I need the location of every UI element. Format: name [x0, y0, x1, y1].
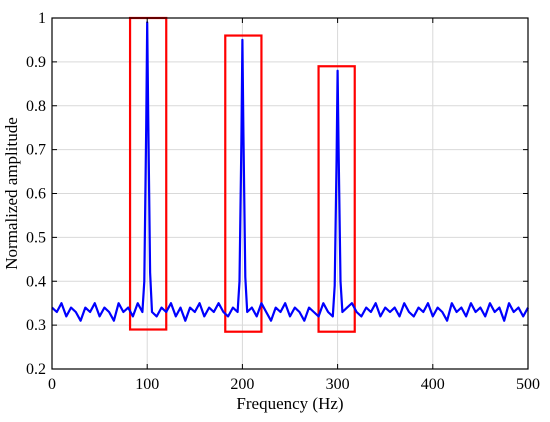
y-tick-label: 0.7	[26, 142, 46, 159]
y-tick-labels: 0.2 0.3 0.4 0.5 0.6 0.7 0.8 0.9 1	[26, 10, 46, 378]
y-tick-label: 0.8	[26, 98, 46, 115]
axis-ticks	[51, 17, 529, 370]
y-tick-label: 0.9	[26, 54, 46, 71]
y-tick-label: 0.2	[26, 361, 46, 378]
x-tick-label: 400	[421, 376, 445, 393]
highlight-box	[317, 65, 356, 333]
y-tick-label: 0.5	[26, 229, 46, 246]
series-group	[51, 21, 529, 322]
x-tick-labels: 0 100 200 300 400 500	[48, 376, 540, 393]
x-tick-label: 500	[516, 376, 540, 393]
y-axis-title: Normalized amplitude	[2, 117, 21, 269]
y-tick-label: 0.4	[26, 273, 46, 290]
x-tick-label: 100	[135, 376, 159, 393]
highlight-box	[224, 34, 263, 333]
y-tick-label: 0.3	[26, 317, 46, 334]
x-tick-label: 200	[230, 376, 254, 393]
x-tick-label: 300	[326, 376, 350, 393]
y-tick-label: 0.6	[26, 186, 46, 203]
series-line	[51, 21, 529, 322]
x-axis-title: Frequency (Hz)	[236, 394, 343, 413]
x-tick-label: 0	[48, 376, 56, 393]
y-tick-label: 1	[38, 10, 46, 27]
